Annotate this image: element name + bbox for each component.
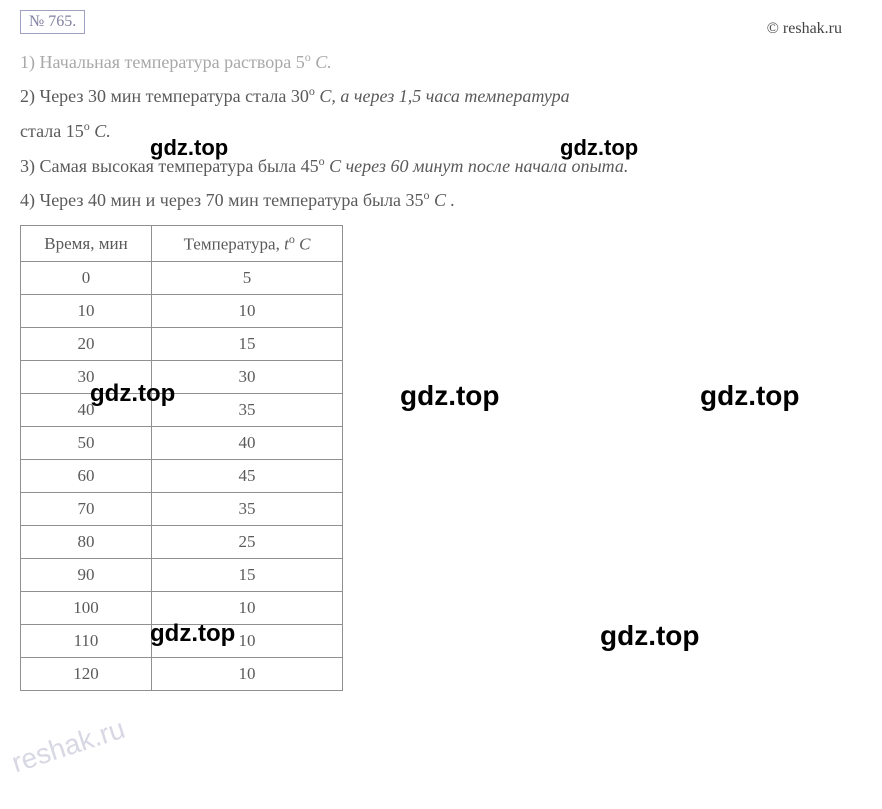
table-header-row: Время, мин Температура, to C bbox=[21, 226, 343, 262]
exercise-number-box: № 765. bbox=[20, 10, 85, 34]
header-temp-prefix: Температура, bbox=[184, 235, 285, 254]
cell-temp: 25 bbox=[152, 525, 343, 558]
cell-time: 100 bbox=[21, 591, 152, 624]
table-row: 11010 bbox=[21, 624, 343, 657]
table-row: 7035 bbox=[21, 492, 343, 525]
table-row: 2015 bbox=[21, 327, 343, 360]
cell-temp: 35 bbox=[152, 492, 343, 525]
cell-time: 120 bbox=[21, 657, 152, 690]
table-row: 4035 bbox=[21, 393, 343, 426]
table-row: 1010 bbox=[21, 294, 343, 327]
cell-time: 50 bbox=[21, 426, 152, 459]
cell-time: 70 bbox=[21, 492, 152, 525]
cell-time: 40 bbox=[21, 393, 152, 426]
answer-1-text: 1) Начальная температура раствора 5 bbox=[20, 52, 305, 72]
table-row: 8025 bbox=[21, 525, 343, 558]
answer-3: 3) Самая высокая температура была 45o C … bbox=[20, 152, 862, 181]
answer-2-line2: стала 15o C. bbox=[20, 117, 862, 146]
unit-c: C. bbox=[90, 121, 111, 141]
table-row: 6045 bbox=[21, 459, 343, 492]
answer-3-text: 3) Самая высокая температура была 45 bbox=[20, 156, 319, 176]
gdz-watermark: gdz.top bbox=[400, 380, 500, 412]
answer-3-cont: C через 60 минут после начала опыта. bbox=[325, 156, 629, 176]
data-table: Время, мин Температура, to C 05 1010 201… bbox=[20, 225, 343, 691]
answer-2-cont: C, а через 1,5 часа температура bbox=[315, 86, 570, 106]
cell-temp: 10 bbox=[152, 591, 343, 624]
cell-time: 110 bbox=[21, 624, 152, 657]
cell-temp: 40 bbox=[152, 426, 343, 459]
cell-time: 0 bbox=[21, 261, 152, 294]
cell-temp: 15 bbox=[152, 558, 343, 591]
reshak-watermark: reshak.ru bbox=[8, 713, 129, 780]
answer-4-text: 4) Через 40 мин и через 70 мин температу… bbox=[20, 190, 424, 210]
cell-time: 90 bbox=[21, 558, 152, 591]
answer-2-text-a: 2) Через 30 мин температура стала 30 bbox=[20, 86, 309, 106]
cell-temp: 10 bbox=[152, 624, 343, 657]
table-row: 05 bbox=[21, 261, 343, 294]
answer-1: 1) Начальная температура раствора 5o C. bbox=[20, 48, 862, 76]
gdz-watermark: gdz.top bbox=[700, 380, 800, 412]
copyright-text: © reshak.ru bbox=[767, 20, 842, 38]
cell-temp: 45 bbox=[152, 459, 343, 492]
answer-4: 4) Через 40 мин и через 70 мин температу… bbox=[20, 186, 862, 215]
cell-temp: 35 bbox=[152, 393, 343, 426]
unit-c-span: C через 60 минут после начала опыта. bbox=[325, 156, 629, 176]
cell-time: 30 bbox=[21, 360, 152, 393]
table-row: 9015 bbox=[21, 558, 343, 591]
cell-time: 10 bbox=[21, 294, 152, 327]
table-row: 3030 bbox=[21, 360, 343, 393]
unit-c-span: C, а через 1,5 часа температура bbox=[315, 86, 570, 106]
header-temp: Температура, to C bbox=[152, 226, 343, 262]
cell-temp: 10 bbox=[152, 294, 343, 327]
answer-2-line1: 2) Через 30 мин температура стала 30o C,… bbox=[20, 82, 862, 111]
table-row: 10010 bbox=[21, 591, 343, 624]
header-temp-unit: C bbox=[295, 235, 311, 254]
unit-c: C. bbox=[311, 52, 332, 72]
cell-temp: 15 bbox=[152, 327, 343, 360]
cell-temp: 5 bbox=[152, 261, 343, 294]
cell-temp: 30 bbox=[152, 360, 343, 393]
cell-time: 80 bbox=[21, 525, 152, 558]
table-row: 12010 bbox=[21, 657, 343, 690]
answer-2-text-b: стала 15 bbox=[20, 121, 84, 141]
gdz-watermark: gdz.top bbox=[600, 620, 700, 652]
header-time: Время, мин bbox=[21, 226, 152, 262]
unit-c: C . bbox=[430, 190, 456, 210]
cell-temp: 10 bbox=[152, 657, 343, 690]
cell-time: 60 bbox=[21, 459, 152, 492]
table-row: 5040 bbox=[21, 426, 343, 459]
cell-time: 20 bbox=[21, 327, 152, 360]
